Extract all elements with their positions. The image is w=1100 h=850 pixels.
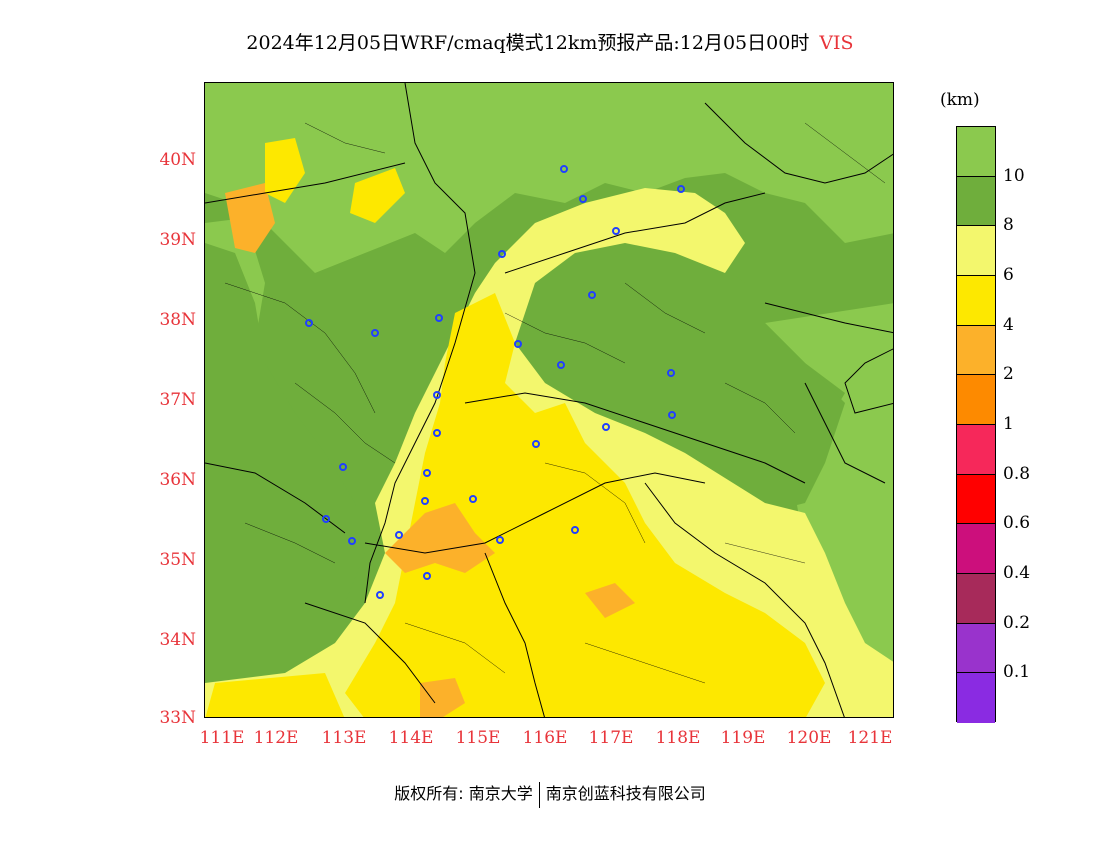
zone-vis-4-southwest: [205, 673, 345, 717]
legend-label: 0.6: [1003, 513, 1031, 534]
title-text: 2024年12月05日WRF/cmaq模式12km预报产品:12月05日00时: [246, 32, 810, 54]
zone-vis-2-b: [585, 583, 635, 618]
lat-label: 40N: [159, 150, 196, 170]
legend-swatch: [957, 176, 995, 227]
legend-swatch: [957, 524, 995, 574]
legend-swatch: [957, 573, 995, 624]
coastline: [844, 348, 893, 414]
site-marker: [496, 536, 504, 544]
site-marker: [435, 314, 443, 322]
site-marker: [557, 361, 565, 369]
site-marker: [423, 572, 431, 580]
legend-label: 2: [1003, 364, 1014, 385]
lat-label: 35N: [159, 550, 196, 570]
site-marker: [571, 526, 579, 534]
legend-swatch: [957, 424, 995, 475]
legend-label: 0.1: [1003, 662, 1031, 683]
legend-label: 10: [1003, 165, 1025, 186]
legend-label: 1: [1003, 414, 1014, 434]
site-marker: [532, 440, 540, 448]
zone-vis-2-c: [420, 678, 465, 717]
legend-colorbar: [956, 126, 996, 723]
site-marker: [433, 391, 441, 399]
legend-swatch: [957, 375, 995, 425]
lat-label: 39N: [159, 230, 196, 250]
legend-label: 8: [1003, 215, 1014, 236]
site-marker: [348, 537, 356, 545]
site-marker: [469, 495, 477, 503]
province-boundaries: [205, 83, 893, 717]
legend-swatch: [957, 623, 995, 674]
site-marker: [395, 531, 403, 539]
footer: 版权所有: 南京大学 南京创蓝科技有限公司: [0, 780, 1100, 808]
legend-unit: (km): [940, 90, 980, 110]
legend-swatch: [957, 673, 995, 723]
lon-label: 121E: [847, 728, 893, 748]
legend-swatch: [957, 226, 995, 276]
lon-label: 119E: [720, 728, 766, 748]
legend-swatch: [957, 474, 995, 525]
lat-label: 38N: [159, 310, 196, 330]
zone-vis-10-north: [205, 83, 893, 273]
site-marker: [612, 227, 620, 235]
lon-label: 114E: [388, 728, 434, 748]
site-marker: [579, 195, 587, 203]
county-boundaries: [224, 122, 886, 684]
footer-separator: [538, 781, 540, 808]
legend-swatch: [957, 275, 995, 326]
site-marker: [588, 291, 596, 299]
site-marker: [322, 515, 330, 523]
site-marker: [677, 185, 685, 193]
lon-label: 113E: [321, 728, 367, 748]
lon-label: 116E: [522, 728, 568, 748]
zone-vis-2-d: [225, 183, 275, 253]
site-marker: [421, 497, 429, 505]
site-marker: [305, 319, 313, 327]
lon-label: 112E: [253, 728, 299, 748]
zone-vis-8-west: [205, 243, 365, 703]
copyright-text: 版权所有: 南京大学: [394, 784, 533, 803]
zone-vis-2-a: [385, 503, 495, 573]
zone-vis-4-north-a: [265, 138, 305, 203]
site-marker: [602, 423, 610, 431]
lat-label: 37N: [159, 390, 196, 410]
legend-label: 0.8: [1003, 463, 1031, 484]
legend-swatch: [957, 127, 995, 177]
legend-label: 6: [1003, 265, 1014, 285]
lat-label: 33N: [159, 708, 196, 728]
site-markers: [305, 165, 685, 599]
site-marker: [667, 369, 675, 377]
site-marker: [371, 329, 379, 337]
lon-label: 118E: [655, 728, 701, 748]
site-marker: [668, 411, 676, 419]
legend-label: 4: [1003, 314, 1014, 335]
visibility-map: [204, 82, 894, 718]
site-marker: [560, 165, 568, 173]
site-marker: [376, 591, 384, 599]
map-svg: [205, 83, 893, 717]
zone-vis-4-north-b: [350, 168, 405, 223]
lon-label: 115E: [455, 728, 501, 748]
lon-label: 120E: [786, 728, 832, 748]
legend-label: 0.4: [1003, 563, 1031, 583]
site-marker: [433, 429, 441, 437]
lat-label: 34N: [159, 630, 196, 650]
company-text: 南京创蓝科技有限公司: [545, 784, 706, 803]
zone-vis-10-east: [765, 303, 893, 717]
legend-label: 0.2: [1003, 612, 1031, 633]
title-variable: VIS: [819, 32, 854, 54]
site-marker: [514, 340, 522, 348]
legend-swatch: [957, 325, 995, 376]
site-marker: [423, 469, 431, 477]
site-marker: [498, 250, 506, 258]
lon-label: 111E: [199, 728, 245, 748]
chart-title: 2024年12月05日WRF/cmaq模式12km预报产品:12月05日00时 V…: [0, 28, 1100, 55]
lon-label: 117E: [588, 728, 634, 748]
zone-vis-4: [345, 293, 825, 717]
site-marker: [339, 463, 347, 471]
lat-label: 36N: [159, 470, 196, 490]
